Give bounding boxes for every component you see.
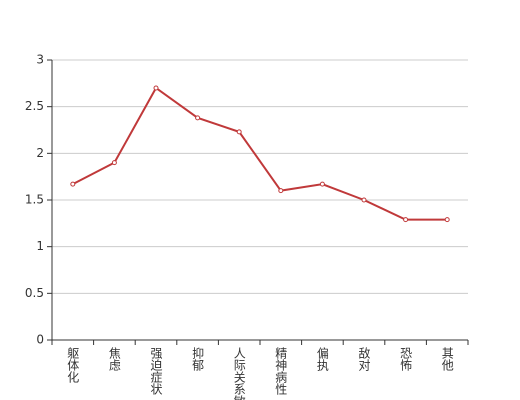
x-tick-label: 精神病性 <box>274 347 288 396</box>
point <box>444 217 450 223</box>
x-tick-label: 敌对 <box>357 346 371 371</box>
point <box>361 197 367 203</box>
x-tick-label: 其他 <box>440 347 454 371</box>
x-tick-label: 焦虑 <box>107 347 121 371</box>
x-tick-label: 人际关系敏感 <box>232 347 246 400</box>
y-tick-label: 2 <box>36 146 44 160</box>
y-tick-label: 3 <box>36 53 44 67</box>
x-tick-label: 偏执 <box>315 346 329 372</box>
y-tick-label: 1.5 <box>25 193 44 207</box>
y-tick-label: 1 <box>36 239 44 253</box>
point <box>153 85 159 91</box>
point <box>111 160 117 166</box>
line <box>72 86 448 221</box>
y-tick-label: 0.5 <box>25 286 44 300</box>
point <box>403 217 409 223</box>
y-tick-label: 2.5 <box>25 99 44 113</box>
x-tick-label: 躯体化 <box>66 346 80 384</box>
x-tick-label: 抑郁 <box>191 346 205 372</box>
x-tick-label: 恐怖 <box>399 347 413 371</box>
point <box>236 129 242 135</box>
point <box>70 181 76 187</box>
point <box>319 181 325 187</box>
point <box>278 188 284 194</box>
x-tick-label: 强迫症状 <box>149 347 163 395</box>
point <box>195 115 201 121</box>
y-tick-label: 0 <box>36 333 44 347</box>
